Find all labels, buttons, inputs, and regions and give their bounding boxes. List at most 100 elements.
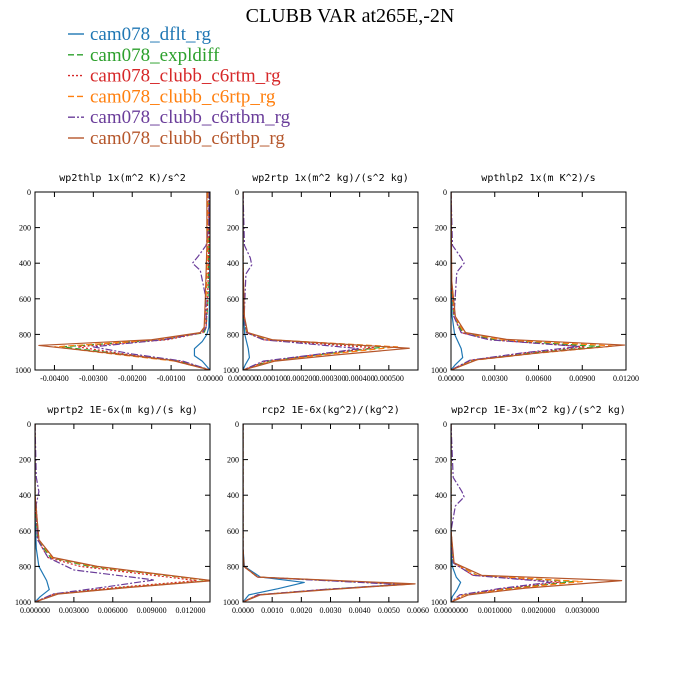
x-tick-label: 0.000300 (316, 374, 346, 383)
y-tick-label: 1000 (431, 366, 447, 375)
y-tick-label: 1000 (431, 598, 447, 607)
legend-entry: cam078_clubb_c6rtbm_rg (90, 107, 291, 128)
legend-entry: cam078_clubb_c6rtm_rg (90, 66, 281, 87)
x-tick-label: -0.00300 (79, 374, 108, 383)
plot-frame (34, 423, 211, 603)
y-tick-label: 800 (435, 330, 447, 339)
chart-panel: wp2rcp 1E-3x(m^2 kg)/(s^2 kg) 0 200 400 600 8… (431, 405, 627, 615)
x-tick-label: 0.0010 (261, 606, 283, 615)
y-tick-label: 400 (227, 491, 239, 500)
y-tick-label: 200 (19, 224, 31, 233)
y-tick-label: 0 (443, 188, 447, 197)
x-tick-label: 0.01200 (613, 374, 639, 383)
x-tick-label: 0.006000 (98, 606, 128, 615)
y-tick-label: 400 (19, 491, 31, 500)
y-tick-label: 0 (235, 188, 239, 197)
series-line (35, 424, 210, 602)
y-tick-label: 600 (227, 295, 239, 304)
x-tick-label: 0.00300 (482, 374, 508, 383)
series-line (38, 192, 210, 370)
series-line (35, 424, 198, 602)
plot-frame (34, 191, 211, 371)
y-tick-label: 400 (435, 491, 447, 500)
x-tick-label: 0.00600 (526, 374, 552, 383)
x-tick-label: 0.0050 (378, 606, 400, 615)
panel-title: wp2thlp 1x(m^2 K)/s^2 (59, 173, 185, 184)
y-tick-label: 400 (435, 259, 447, 268)
y-tick-label: 600 (435, 527, 447, 536)
panel-title: wp2rcp 1E-3x(m^2 kg)/(s^2 kg) (451, 405, 626, 416)
x-tick-label: -0.00200 (118, 374, 147, 383)
series-line (451, 192, 626, 370)
x-tick-label: 0.0000 (232, 606, 254, 615)
panel-title: wprtp2 1E-6x(m kg)/(s kg) (47, 405, 198, 416)
series-line (451, 424, 623, 602)
y-tick-label: 200 (227, 224, 239, 233)
y-tick-label: 0 (27, 420, 31, 429)
y-tick-label: 200 (435, 456, 447, 465)
x-tick-label: 0.003000 (59, 606, 89, 615)
x-tick-label: 0.0060 (407, 606, 429, 615)
x-tick-label: 0.000100 (257, 374, 287, 383)
series-line (451, 192, 580, 370)
x-tick-label: 0.012000 (176, 606, 206, 615)
series-line (92, 192, 210, 370)
x-tick-label: -0.00400 (40, 374, 69, 383)
y-tick-label: 600 (19, 295, 31, 304)
y-tick-label: 600 (435, 295, 447, 304)
y-tick-label: 400 (19, 259, 31, 268)
y-tick-label: 0 (443, 420, 447, 429)
chart-panel: wpthlp2 1x(m K^2)/s 0 200 400 600 800 1000 0.00… (431, 173, 639, 383)
panel-title: rcp2 1E-6x(kg^2)/(kg^2) (261, 405, 399, 416)
y-tick-label: 800 (227, 562, 239, 571)
x-tick-label: 0.000000 (228, 374, 258, 383)
y-tick-label: 800 (435, 562, 447, 571)
chart-panel: wprtp2 1E-6x(m kg)/(s kg) 0 200 400 600 800 10… (15, 405, 211, 615)
series-line (243, 192, 399, 370)
chart-panel: wp2rtp 1x(m^2 kg)/(s^2 kg) 0 200 400 600 800 1… (223, 173, 419, 383)
x-tick-label: 0.00900 (569, 374, 595, 383)
y-tick-label: 400 (227, 259, 239, 268)
series-line (451, 424, 553, 602)
y-tick-label: 200 (435, 224, 447, 233)
x-tick-label: 0.0020000 (522, 606, 556, 615)
y-tick-label: 1000 (223, 598, 239, 607)
x-tick-label: 0.000000 (20, 606, 50, 615)
x-tick-label: 0.0000000 (434, 606, 468, 615)
y-tick-label: 800 (19, 562, 31, 571)
chart-panel: rcp2 1E-6x(kg^2)/(kg^2) 0 200 400 600 800 1000… (223, 405, 429, 615)
panel-title: wp2rtp 1x(m^2 kg)/(s^2 kg) (252, 173, 409, 184)
legend-entry: cam078_expldiff (90, 45, 220, 66)
series-line (77, 192, 210, 370)
y-tick-label: 200 (19, 456, 31, 465)
series-line (243, 192, 361, 370)
x-tick-label: -0.00100 (157, 374, 186, 383)
series-group (35, 424, 210, 602)
y-tick-label: 200 (227, 456, 239, 465)
x-tick-label: 0.0020 (290, 606, 312, 615)
x-tick-label: 0.00000 (197, 374, 223, 383)
x-tick-label: 0.009000 (137, 606, 167, 615)
y-tick-label: 600 (19, 527, 31, 536)
x-tick-label: 0.000500 (374, 374, 404, 383)
y-tick-label: 1000 (15, 366, 31, 375)
y-tick-label: 600 (227, 527, 239, 536)
legend-entry: cam078_dflt_rg (90, 24, 212, 45)
y-tick-label: 0 (27, 188, 31, 197)
chart-panel: wp2thlp 1x(m^2 K)/s^2 0 200 400 600 800 1000 -0… (15, 173, 223, 383)
x-tick-label: 0.000400 (345, 374, 375, 383)
y-tick-label: 1000 (223, 366, 239, 375)
panels: wp2thlp 1x(m^2 K)/s^2 0 200 400 600 800 1000 -0… (15, 173, 639, 615)
x-tick-label: 0.0030 (320, 606, 342, 615)
panel-title: wpthlp2 1x(m K^2)/s (481, 173, 595, 184)
series-line (35, 424, 155, 602)
x-tick-label: 0.0040 (349, 606, 371, 615)
legend-entry: cam078_clubb_c6rtp_rg (90, 86, 276, 107)
y-tick-label: 800 (19, 330, 31, 339)
figure-title: CLUBB VAR at265E,-2N (246, 5, 455, 27)
y-tick-label: 800 (227, 330, 239, 339)
y-tick-label: 1000 (15, 598, 31, 607)
legend-entry: cam078_clubb_c6rtbp_rg (90, 128, 285, 149)
legend: cam078_dflt_rgcam078_expldiffcam078_club… (68, 24, 291, 149)
